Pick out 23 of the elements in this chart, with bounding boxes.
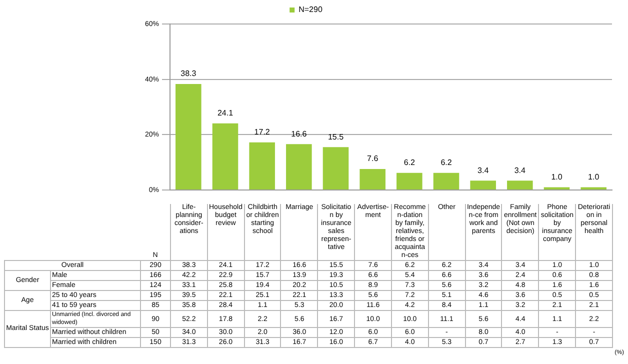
text: 38.3: [180, 69, 196, 78]
text: 3.4: [514, 166, 526, 175]
bar: [396, 172, 422, 190]
text: 6.2: [404, 158, 415, 168]
text: 15.5: [328, 132, 344, 142]
text: 1.0: [588, 172, 600, 182]
text: 1.0: [551, 172, 562, 182]
text: 6.2: [440, 158, 452, 168]
bar: [470, 180, 496, 190]
text: 17.2: [254, 128, 270, 137]
text: 24.1: [217, 108, 234, 118]
bar: [433, 172, 460, 190]
bar: [212, 123, 238, 190]
text: 16.6: [291, 129, 307, 138]
text: 7.6: [367, 154, 378, 164]
bar: [286, 144, 312, 190]
bar: [322, 147, 349, 190]
bar: [360, 168, 386, 190]
bar: [507, 180, 533, 190]
legend-label: N=290: [298, 5, 323, 14]
bar: [249, 142, 275, 190]
text: 3.4: [478, 166, 489, 175]
bar: [176, 84, 202, 190]
